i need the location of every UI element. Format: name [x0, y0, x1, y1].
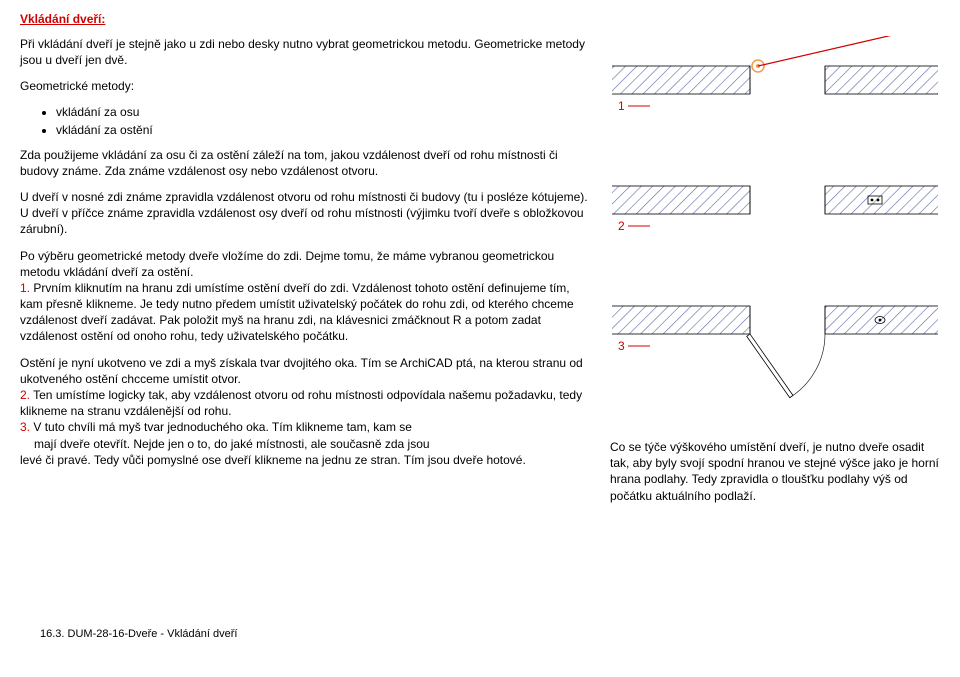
para-pricka: U dveří v příčce známe zpravidla vzdálen… — [20, 205, 590, 237]
p6: Ten umístíme logicky tak, aby vzdálenost… — [20, 388, 582, 418]
svg-text:3: 3 — [618, 339, 625, 353]
para-nosna: U dveří v nosné zdi známe zpravidla vzdá… — [20, 189, 590, 205]
para-vyber: Po výběru geometrické metody dveře vloží… — [20, 248, 590, 345]
right-text: Co se týče výškového umístění dveří, je … — [610, 439, 940, 504]
p4a: Po výběru geometrické metody dveře vloží… — [20, 249, 554, 279]
step-2-num: 2. — [20, 388, 30, 402]
para-step3: 3. V tuto chvíli má myš tvar jednoduchéh… — [20, 419, 590, 468]
right-column: 1 2 3 Co se týče výškového umístění dveří,… — [610, 36, 940, 514]
geom-heading: Geometrické metody: — [20, 78, 590, 94]
p4b: Prvním kliknutím na hranu zdi umístíme o… — [20, 281, 574, 344]
step-3-num: 3. — [20, 420, 30, 434]
p7b: mají dveře otevřít. Nejde jen o to, do j… — [20, 437, 430, 451]
para-osteni: Ostění je nyní ukotveno ve zdi a myš zís… — [20, 355, 590, 387]
intro-text: Při vkládání dveří je stejně jako u zdi … — [20, 36, 590, 68]
p7a: V tuto chvíli má myš tvar jednoduchého o… — [30, 420, 412, 434]
bullet-osteni: vkládání za ostění — [56, 123, 590, 137]
step-1-num: 1. — [20, 281, 30, 295]
section-title: Vkládání dveří: — [20, 12, 940, 26]
left-column: Při vkládání dveří je stejně jako u zdi … — [20, 36, 590, 514]
para-step2: 2. Ten umístíme logicky tak, aby vzdálen… — [20, 387, 590, 419]
svg-text:2: 2 — [618, 219, 625, 233]
bullet-osu: vkládání za osu — [56, 105, 590, 119]
para-zda: Zda použijeme vkládání za osu či za ostě… — [20, 147, 590, 179]
page-footer-label: 16.3. DUM-28-16-Dveře - Vkládání dveří — [40, 628, 237, 640]
geom-bullets: vkládání za osu vkládání za ostění — [20, 105, 590, 137]
svg-text:1: 1 — [618, 99, 625, 113]
p7c: levé či pravé. Tedy vůči pomyslné ose dv… — [20, 453, 526, 467]
door-diagram: 1 2 3 — [610, 36, 940, 436]
